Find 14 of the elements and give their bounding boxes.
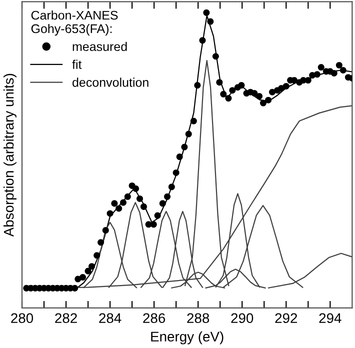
x-axis-title: Energy (eV) — [151, 331, 224, 344]
x-tick-label: 288 — [187, 313, 210, 324]
x-tick-label: 290 — [231, 313, 254, 324]
x-tick-label: 282 — [55, 313, 77, 324]
x-tick-label: 292 — [275, 313, 298, 324]
x-tick-label: 280 — [11, 313, 34, 324]
x-tick-label: 286 — [143, 313, 166, 324]
x-tick-label: 284 — [99, 313, 122, 324]
legend-label: deconvolution — [72, 78, 148, 87]
x-tick-label: 294 — [319, 313, 342, 324]
legend-label: fit — [72, 60, 82, 69]
legend-title: Carbon-XANES Gohy-653(FA): — [31, 10, 118, 36]
legend-label: measured — [72, 42, 127, 52]
y-axis-title: Absorption (arbitrary units) — [4, 74, 16, 237]
